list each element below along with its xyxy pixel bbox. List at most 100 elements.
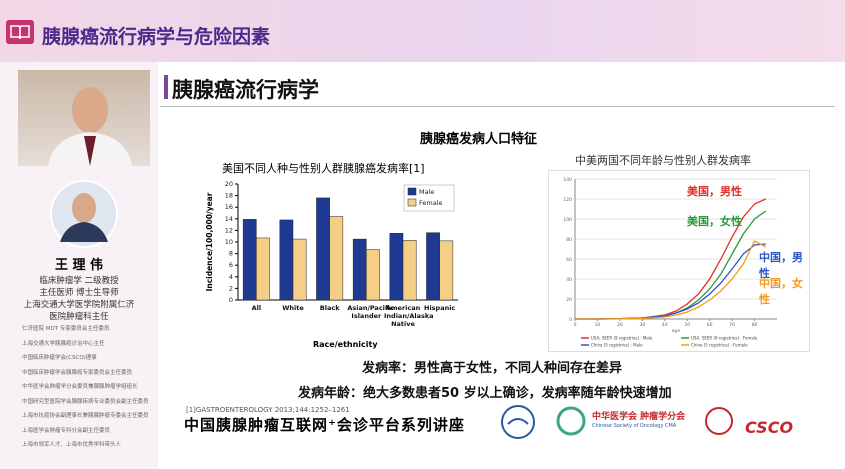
x-tick-label: 40 bbox=[662, 322, 668, 328]
annotation: 美国，男性 bbox=[687, 185, 742, 198]
presenter-role: 医院肿瘤科主任 bbox=[49, 312, 109, 322]
bar-chart: 0 2 4 6 8 10 12 14 16 18 20 Incidence/100,000/year M… bbox=[200, 178, 465, 353]
bar bbox=[439, 240, 454, 301]
finding: 发病率：男性高于女性，不同人种间存在差异 bbox=[362, 361, 623, 376]
y-tick-label: 80 bbox=[566, 237, 572, 243]
bar bbox=[402, 240, 417, 301]
line-series bbox=[575, 243, 766, 320]
line-series bbox=[575, 240, 767, 320]
y-tick-label: 14 bbox=[225, 215, 233, 223]
x-tick-label: 30 bbox=[639, 322, 645, 328]
x-tick-label: American Indian/Alaska Native bbox=[384, 304, 434, 328]
legend-label: Female bbox=[419, 199, 443, 207]
legend-label: USA, SEER (9 registries) : Female bbox=[691, 336, 758, 341]
presenter-affiliation: 中国研究型医院学会胰腺疾病专业委员会副主任委员 bbox=[22, 398, 149, 405]
title-accent bbox=[164, 75, 168, 99]
x-tick-label: Hispanic bbox=[424, 304, 456, 312]
y-tick-label: 4 bbox=[229, 273, 233, 281]
y-tick-label: 20 bbox=[566, 297, 572, 303]
legend-label: Male bbox=[419, 188, 434, 196]
y-tick-label: 0 bbox=[569, 317, 572, 323]
annotation: 美国，女性 bbox=[687, 215, 742, 228]
x-tick-label: 10 bbox=[595, 322, 601, 328]
speaker bbox=[48, 87, 132, 166]
video-feed bbox=[18, 70, 150, 166]
logo bbox=[501, 405, 535, 439]
presenter-affiliation: 仁济医院 MDT 专家委员会主任委员 bbox=[22, 326, 110, 332]
bar bbox=[256, 237, 270, 301]
y-tick-label: 12 bbox=[225, 226, 233, 234]
line-chart: 0 20 40 60 80 100 120 140 0 10 20 30 40 50 60 70 80 age US… bbox=[548, 170, 810, 352]
bar bbox=[242, 219, 257, 301]
series-title: 中国胰腺肿瘤互联网⁺会诊平台系列讲座 bbox=[184, 416, 465, 434]
x-tick-label: 20 bbox=[617, 322, 623, 328]
presenter-photo bbox=[50, 180, 118, 248]
finding: 发病年龄：绝大多数患者50 岁以上确诊，发病率随年龄快速增加 bbox=[298, 386, 672, 401]
presenter-affiliation: 中国临床肿瘤学会(CSCO)理事 bbox=[22, 355, 97, 361]
y-tick-label: 6 bbox=[229, 261, 233, 269]
annotation: 中国，女性 bbox=[759, 277, 803, 306]
y-tick-label: 20 bbox=[225, 180, 233, 188]
x-axis-label: age bbox=[672, 329, 681, 334]
bar bbox=[279, 219, 294, 301]
annotation: 中国，男性 bbox=[759, 251, 803, 280]
y-tick-label: 8 bbox=[229, 250, 233, 258]
x-tick-label: 50 bbox=[684, 322, 690, 328]
presenter-affiliation: 中国临床肿瘤学会胰腺癌专家委员会主任委员 bbox=[22, 369, 133, 376]
y-tick-label: 40 bbox=[566, 277, 572, 283]
presenter-affiliation: 上海医学会肿瘤专科分会副主任委员 bbox=[22, 427, 111, 434]
slide-title: 胰腺癌流行病学 bbox=[172, 78, 319, 102]
y-tick-label: 0 bbox=[229, 296, 233, 304]
csco-logo: CSCO bbox=[745, 418, 794, 437]
reference: [1]GASTROENTEROLOGY 2013;144:1252–1261 bbox=[186, 406, 350, 414]
y-tick-label: 18 bbox=[225, 192, 233, 200]
x-tick-label: 0 bbox=[574, 322, 577, 328]
society-en: Chinese Society of Oncology CMA bbox=[592, 423, 677, 429]
x-tick-label: Black bbox=[319, 304, 340, 312]
title-rule bbox=[160, 106, 835, 107]
presenter-affiliation: 中华医学会肿瘤学分会委员兼胰腺肿瘤学组组长 bbox=[22, 384, 138, 390]
presenter-role: 上海交通大学医学院附属仁济 bbox=[23, 300, 135, 310]
bar-svg: 0 2 4 6 8 10 12 14 16 18 20 Incidence/100,000/year M… bbox=[205, 180, 458, 304]
x-axis-label: Race/ethnicity bbox=[313, 340, 378, 349]
bar bbox=[316, 197, 330, 301]
book-icon bbox=[6, 20, 34, 44]
bar bbox=[389, 233, 404, 301]
y-axis-label: Incidence/100,000/year bbox=[205, 192, 214, 291]
chart-title: 中美两国不同年龄与性别人群发病率 bbox=[575, 154, 751, 167]
society: 中华医学会 肿瘤学分会 bbox=[592, 412, 686, 422]
slide-subtitle: 胰腺癌发病人口特征 bbox=[420, 132, 538, 147]
logo bbox=[556, 406, 586, 436]
x-tick-label: 60 bbox=[707, 322, 713, 328]
bar bbox=[292, 238, 307, 301]
slide bbox=[158, 62, 845, 469]
x-tick-label: Asian/Pacific Islander bbox=[347, 304, 394, 320]
chart-title: 美国不同人种与性别人群胰腺癌发病率[1] bbox=[222, 162, 425, 175]
x-tick-label: White bbox=[282, 304, 304, 312]
legend-label: China (5 registries) : Male bbox=[591, 343, 643, 348]
x-tick-label: 80 bbox=[752, 322, 758, 328]
header-bar bbox=[0, 0, 845, 62]
presenter-name: 王 理 伟 bbox=[54, 258, 104, 273]
bar bbox=[426, 232, 440, 301]
logo bbox=[705, 407, 733, 435]
x-tick-label: All bbox=[251, 304, 262, 312]
legend-swatch bbox=[407, 198, 417, 207]
y-tick-label: 120 bbox=[563, 197, 572, 203]
legend-swatch bbox=[407, 187, 417, 196]
presenter-role: 主任医师 博士生导师 bbox=[39, 288, 119, 298]
presenter-role: 临床肿瘤学 二级教授 bbox=[39, 276, 119, 286]
bar bbox=[329, 216, 344, 301]
y-tick-label: 2 bbox=[229, 284, 233, 292]
header-title: 胰腺癌流行病学与危险因素 bbox=[42, 26, 271, 48]
bar bbox=[366, 249, 380, 301]
x-tick-label: 70 bbox=[729, 322, 735, 328]
y-tick-label: 60 bbox=[566, 257, 572, 263]
presenter-affiliation: 上海交通大学胰腺癌诊治中心主任 bbox=[22, 340, 105, 347]
y-tick-label: 10 bbox=[225, 238, 233, 246]
line-svg: 0 20 40 60 80 100 120 140 0 10 20 30 40 50 60 70 80 age US… bbox=[563, 177, 777, 348]
y-tick-label: 140 bbox=[563, 177, 572, 183]
presenter-affiliation: 上海市领军人才、上海市优秀学科带头人 bbox=[22, 442, 122, 448]
y-tick-label: 16 bbox=[225, 203, 233, 211]
